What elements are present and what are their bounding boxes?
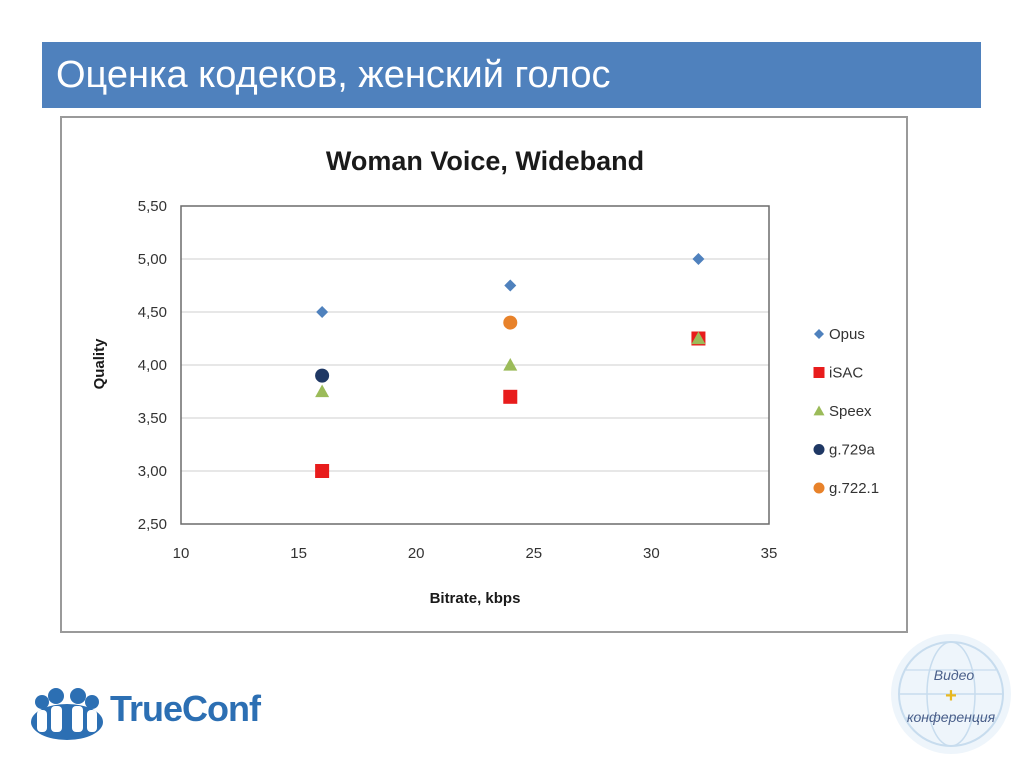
badge-line2: конференция: [907, 709, 996, 725]
legend-marker-g-729a: [813, 444, 825, 455]
badge-line1: Видео: [934, 667, 975, 683]
point-opus: [692, 253, 705, 265]
x-tick-label: 35: [761, 545, 778, 562]
point-opus: [504, 279, 517, 292]
slide-title: Оценка кодеков, женский голос: [56, 54, 611, 96]
legend-label-opus: Opus: [829, 326, 865, 343]
point-isac: [503, 389, 518, 404]
y-tick-label: 3,00: [138, 463, 167, 480]
legend-label-isac: iSAC: [829, 365, 863, 382]
point-isac: [315, 464, 330, 478]
legend-label-g-722-1: g.722.1: [829, 480, 879, 497]
point-g-729a: [315, 368, 330, 383]
x-axis-label: Bitrate, kbps: [430, 590, 521, 607]
legend-marker-isac: [813, 367, 825, 378]
x-tick-label: 15: [290, 545, 307, 562]
y-tick-label: 5,00: [138, 251, 167, 268]
slide-title-bar: Оценка кодеков, женский голос: [42, 42, 981, 108]
y-tick-label: 4,50: [138, 304, 167, 321]
scatter-chart: Woman Voice, Wideband 2,50 3,00 3,50 4,00 4,…: [91, 146, 879, 607]
y-tick-label: 3,50: [138, 410, 167, 427]
legend-label-g-729a: g.729a: [829, 442, 876, 459]
people-icon: [31, 688, 103, 740]
plot-area-border: [180, 205, 770, 525]
point-speex: [503, 358, 518, 371]
point-speex: [315, 384, 330, 398]
y-axis-ticks: 2,50 3,00 3,50 4,00 4,50 5,00 5,50: [138, 198, 167, 533]
point-opus: [316, 306, 329, 318]
x-tick-label: 10: [173, 545, 190, 562]
x-axis-ticks: 10 15 20 25 30 35: [173, 545, 778, 562]
chart-frame: Woman Voice, Wideband 2,50 3,00 3,50 4,00 4,…: [60, 116, 908, 633]
chart-gridlines: [181, 258, 769, 472]
y-axis-label: Quality: [91, 338, 108, 390]
legend-marker-g-722-1: [813, 482, 825, 494]
legend-label-speex: Speex: [829, 403, 872, 420]
chart-legend: Opus iSAC Speex g.729a g.722.1: [813, 326, 879, 497]
trueconf-logo: TrueConf: [28, 682, 278, 742]
legend-marker-speex: [813, 405, 825, 416]
x-tick-label: 30: [643, 545, 660, 562]
badge-plus: +: [945, 685, 957, 707]
point-g-722-1: [503, 315, 518, 330]
data-points: [315, 253, 706, 478]
globe-icon: Видео + конференция: [891, 634, 1011, 754]
y-tick-label: 4,00: [138, 357, 167, 374]
chart-title: Woman Voice, Wideband: [326, 146, 644, 176]
logo-text: TrueConf: [110, 688, 261, 729]
y-tick-label: 5,50: [138, 198, 167, 215]
x-tick-label: 25: [525, 545, 542, 562]
legend-marker-opus: [814, 329, 824, 339]
point-speex: [691, 331, 706, 345]
x-tick-label: 20: [408, 545, 425, 562]
video-conference-badge: Видео + конференция: [886, 628, 1016, 758]
y-tick-label: 2,50: [138, 516, 167, 533]
